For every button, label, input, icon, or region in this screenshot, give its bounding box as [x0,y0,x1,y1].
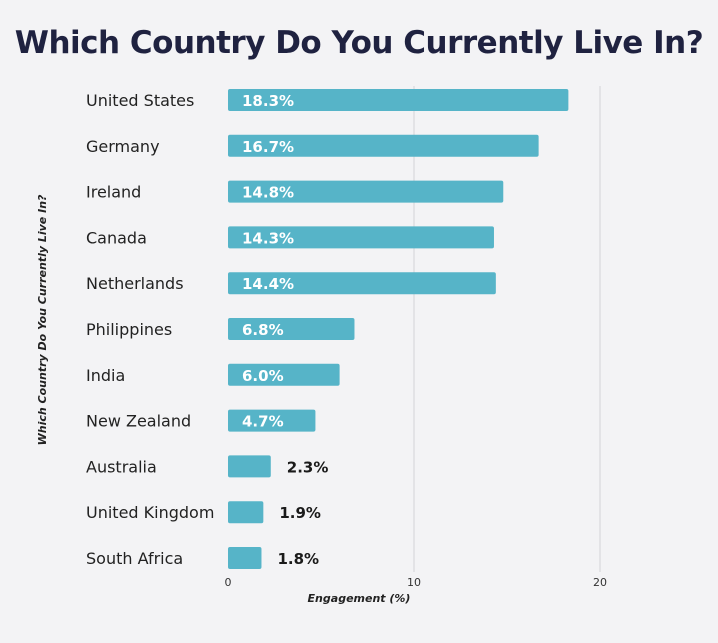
bar-10 [228,547,262,569]
bar-3 [228,226,494,249]
value-label-10: 1.8% [277,550,319,568]
category-label-3: Canada [86,228,147,247]
bar-9 [228,501,264,524]
category-label-8: Australia [86,457,157,476]
category-label-1: Germany [86,137,160,156]
bar-4 [228,272,496,295]
category-label-2: Ireland [86,183,141,202]
gridlines [413,86,601,572]
value-label-1: 16.7% [242,138,294,156]
value-label-9: 1.9% [279,504,321,522]
category-label-9: United Kingdom [86,503,214,522]
category-label-6: India [86,366,125,385]
value-label-4: 14.4% [242,275,294,293]
category-label-4: Netherlands [86,274,184,293]
chart-title: Which Country Do You Currently Live In? [15,25,703,61]
value-label-3: 14.3% [242,229,294,247]
bar-1 [228,134,539,157]
value-label-8: 2.3% [287,458,329,476]
x-tick-labels: 0 10 20 [225,576,608,589]
category-labels: United States Germany Ireland Canada Netherl… [86,91,214,568]
value-label-5: 6.8% [242,321,284,339]
value-label-6: 6.0% [242,367,284,385]
bars: 18.3% 16.7% 14.8% 14.3% 14.4% 6.8% 6.0% 4.7% 2.3… [228,89,569,569]
category-label-0: United States [86,91,194,110]
bar-0 [228,89,569,111]
bar-7 [228,409,316,432]
category-label-7: New Zealand [86,412,191,431]
bar-8 [228,455,271,478]
category-label-10: South Africa [86,549,183,568]
value-label-0: 18.3% [242,92,294,110]
bar-5 [228,318,355,340]
category-label-5: Philippines [86,320,172,339]
x-tick-label-0: 0 [225,576,232,589]
bar-2 [228,180,504,203]
y-axis-title: Which Country Do You Currently Live In? [36,194,49,445]
x-tick-label-2: 20 [593,576,607,589]
x-tick-label-1: 10 [407,576,421,589]
value-label-7: 4.7% [242,413,284,431]
x-axis-title: Engagement (%) [308,592,411,605]
value-label-2: 14.8% [242,184,294,202]
bar-6 [228,363,340,386]
